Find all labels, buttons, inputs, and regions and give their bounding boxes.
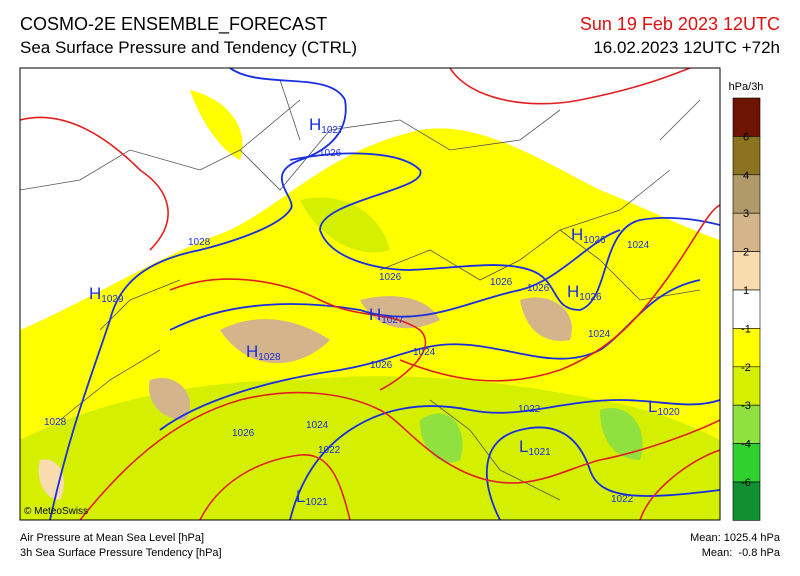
legend-unit: hPa/3h <box>729 81 764 93</box>
isobar-label: 1022 <box>611 494 634 505</box>
pressure-center: L1021 <box>519 437 551 458</box>
subtitle: Sea Surface Pressure and Tendency (CTRL) <box>20 38 357 57</box>
footer-right: Mean: 1025.4 hPa <box>690 532 781 544</box>
isobar-label: 1024 <box>588 329 611 340</box>
isobar <box>49 68 347 520</box>
isobar <box>399 204 720 382</box>
tendency-area <box>20 376 720 520</box>
isobar-label: 1026 <box>490 277 513 288</box>
center-letter: L <box>296 487 305 506</box>
center-value: 1027 <box>381 315 404 326</box>
center-value: 1021 <box>528 447 551 458</box>
center-value: 1020 <box>657 407 680 418</box>
isobar-label: 1028 <box>44 417 67 428</box>
legend-label: 2 <box>743 247 749 259</box>
legend-label: 4 <box>743 170 749 182</box>
isobar-label: 1024 <box>306 420 329 431</box>
tendency-area <box>190 90 520 184</box>
legend-swatch <box>732 404 761 444</box>
isobar <box>169 229 621 331</box>
isobar-label: 1022 <box>518 404 541 415</box>
legend-label: 3 <box>743 208 749 220</box>
map-labels: H1027H1029H1026H1026H1027H1028L1020L1021… <box>44 115 680 508</box>
isobar-label: 1026 <box>232 428 255 439</box>
center-value: 1028 <box>258 352 281 363</box>
pressure-center: H1026 <box>571 225 606 246</box>
pressure-center: H1026 <box>567 282 602 303</box>
map-frame <box>19 67 721 521</box>
pressure-center: H1029 <box>89 284 124 305</box>
isobar <box>485 426 720 520</box>
center-value: 1026 <box>579 292 602 303</box>
isobar-label: 1026 <box>527 283 550 294</box>
country-border <box>20 79 701 501</box>
legend-label: 6 <box>743 131 749 143</box>
isobar <box>169 278 427 391</box>
center-letter: H <box>309 115 321 134</box>
isobar <box>20 116 169 251</box>
center-letter: H <box>571 225 583 244</box>
valid-time: Sun 19 Feb 2023 12UTC <box>580 14 780 34</box>
pressure-center: L1021 <box>296 487 328 508</box>
legend-swatch <box>732 136 761 176</box>
isobar <box>639 449 720 520</box>
center-letter: L <box>648 397 657 416</box>
tendency-area <box>420 408 643 463</box>
pressure-center: H1028 <box>246 342 281 363</box>
map: H1027H1029H1026H1026H1027H1028L1020L1021… <box>19 67 721 521</box>
legend-label: -6 <box>741 477 751 489</box>
footer-left: 3h Sea Surface Pressure Tendency [hPa] <box>20 547 222 559</box>
legend-swatch <box>732 481 761 521</box>
isobar <box>289 399 720 520</box>
legend-label: -2 <box>741 362 751 374</box>
legend-swatch <box>732 328 761 368</box>
pressure-center: H1027 <box>369 305 404 326</box>
pressure-center: L1020 <box>648 397 680 418</box>
isobar <box>199 454 351 520</box>
legend-label: -3 <box>741 400 751 412</box>
center-value: 1026 <box>583 235 606 246</box>
center-letter: L <box>519 437 528 456</box>
isobar <box>79 391 720 520</box>
isobar-label: 1026 <box>379 272 402 283</box>
center-value: 1021 <box>305 497 328 508</box>
legend-swatch <box>732 212 761 252</box>
center-value: 1029 <box>101 294 124 305</box>
legend-label: -4 <box>741 439 751 451</box>
legend-label: -1 <box>741 323 751 335</box>
isobar-label: 1024 <box>627 240 650 251</box>
center-letter: H <box>567 282 579 301</box>
legend: hPa/3h 6 4 3 2 1 -1 -2 -3 -4 -6 <box>729 81 764 521</box>
isobar <box>289 152 720 311</box>
isobar <box>449 68 691 105</box>
legend-swatch <box>732 443 761 483</box>
pressure-center: H1027 <box>309 115 344 136</box>
title: COSMO-2E ENSEMBLE_FORECAST <box>20 14 327 35</box>
legend-label: 1 <box>743 285 749 297</box>
isobar-label: 1028 <box>188 237 211 248</box>
center-value: 1027 <box>321 125 344 136</box>
center-letter: H <box>246 342 258 361</box>
run-time: 16.02.2023 12UTC +72h <box>593 38 780 57</box>
isobar-label: 1022 <box>318 445 341 456</box>
center-letter: H <box>369 305 381 324</box>
legend-swatch <box>732 251 761 291</box>
isobar-label: 1024 <box>413 347 436 358</box>
center-letter: H <box>89 284 101 303</box>
isobar-label: 1026 <box>370 360 393 371</box>
footer-right: Mean: -0.8 hPa <box>702 547 781 559</box>
tendency-area <box>300 197 390 253</box>
isobar-label: 1026 <box>319 148 342 159</box>
legend-swatch <box>732 174 761 214</box>
legend-swatch <box>732 366 761 406</box>
copyright: © MeteoSwiss <box>24 506 88 517</box>
legend-swatch <box>732 289 761 329</box>
footer-left: Air Pressure at Mean Sea Level [hPa] <box>20 532 204 544</box>
tendency-area <box>149 296 572 420</box>
